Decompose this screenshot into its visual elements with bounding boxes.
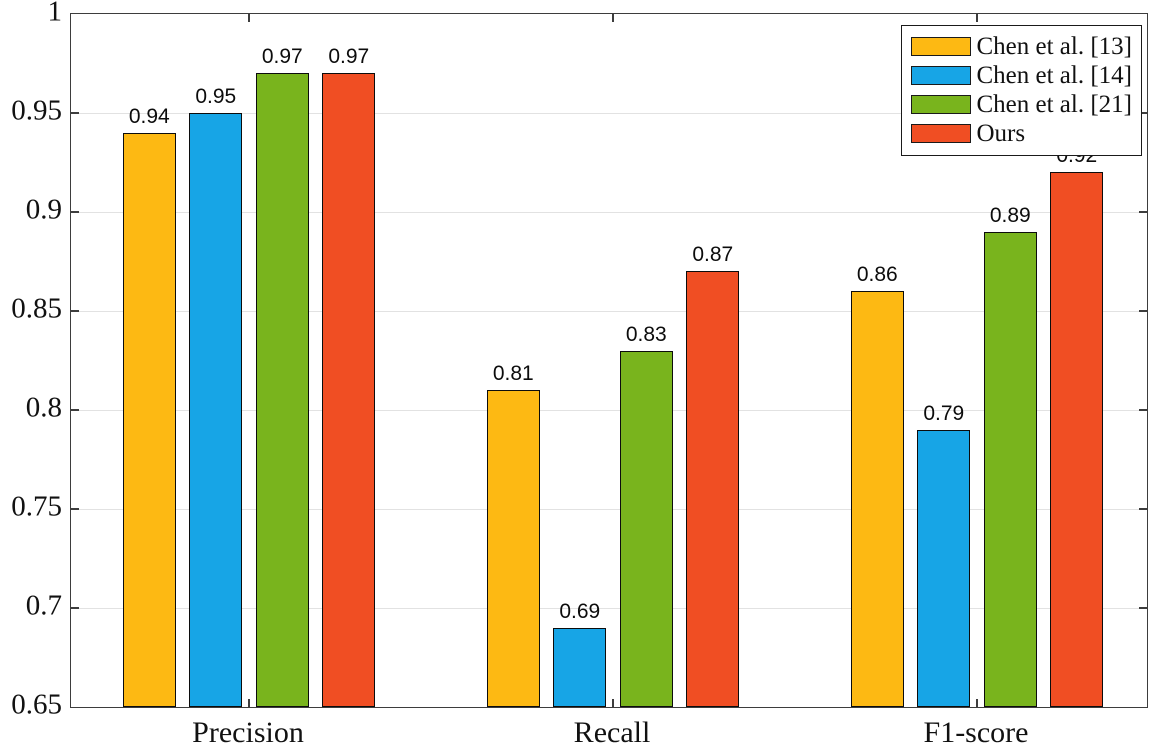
y-axis-tick-label: 1 — [47, 0, 63, 28]
bar-ours — [1050, 172, 1104, 707]
gridline — [71, 607, 1147, 609]
bar-chen-et-al-14- — [917, 429, 971, 707]
legend-swatch — [911, 95, 972, 114]
bar-chen-et-al-21- — [255, 73, 309, 707]
x-axis-tick-top — [612, 14, 614, 22]
legend-swatch — [911, 66, 972, 85]
bar-value-label: 0.94 — [128, 104, 170, 128]
x-axis-category-label: Recall — [573, 716, 651, 749]
bar-ours — [322, 73, 376, 707]
bar-value-label: 0.81 — [492, 362, 534, 386]
bar-chen-et-al-13- — [486, 390, 540, 707]
legend-swatch — [911, 124, 972, 143]
gridline — [71, 211, 1147, 213]
bar-value-label: 0.89 — [989, 203, 1031, 227]
x-axis-tick-top — [976, 14, 978, 22]
y-axis-tick-left — [71, 211, 79, 213]
y-axis-tick-left — [71, 508, 79, 510]
legend-item: Chen et al. [13] — [911, 32, 1132, 61]
y-axis-tick-right — [1139, 409, 1147, 411]
bar-ours — [686, 271, 740, 707]
y-axis-tick-label: 0.75 — [11, 490, 62, 523]
x-axis-category-label: Precision — [192, 716, 304, 749]
y-axis-tick-left — [71, 310, 79, 312]
y-axis-tick-label: 0.7 — [25, 589, 62, 622]
bar-value-label: 0.97 — [328, 45, 370, 69]
bar-chen-et-al-21- — [619, 350, 673, 707]
gridline — [71, 112, 1147, 114]
legend-label: Chen et al. [21] — [976, 91, 1132, 118]
x-axis-category-labels: Precision Recall F1-score — [70, 718, 1146, 753]
gridline — [71, 310, 1147, 312]
y-axis-tick-right — [1139, 607, 1147, 609]
x-axis-tick-bottom — [612, 699, 614, 707]
bar-chen-et-al-13- — [122, 132, 176, 707]
bar-chen-et-al-14- — [189, 113, 243, 707]
x-axis-tick-top — [248, 14, 250, 22]
legend-item: Ours — [911, 119, 1132, 148]
legend-item: Chen et al. [14] — [911, 61, 1132, 90]
bar-value-label: 0.83 — [625, 322, 667, 346]
bar-value-label: 0.95 — [195, 85, 237, 108]
legend-swatch — [911, 37, 972, 56]
y-axis-tick-label: 0.65 — [11, 688, 62, 721]
y-axis-tick-label: 0.9 — [25, 193, 62, 226]
bar-chen-et-al-14- — [553, 627, 607, 707]
legend-label: Ours — [976, 120, 1026, 147]
legend-label: Chen et al. [13] — [976, 33, 1132, 60]
y-axis-tick-right — [1139, 211, 1147, 213]
bar-value-label: 0.87 — [692, 243, 734, 267]
gridline — [71, 409, 1147, 411]
legend-label: Chen et al. [14] — [976, 62, 1132, 89]
bar-value-label: 0.97 — [261, 45, 303, 69]
plot-area: 0.94 0.81 0.86 0.95 0.69 0.79 0.97 0.83 0.89 0.97… — [70, 13, 1148, 708]
bar-chen-et-al-13- — [850, 291, 904, 707]
legend: Chen et al. [13] Chen et al. [14] Chen et … — [901, 25, 1142, 156]
y-axis-tick-left — [71, 112, 79, 114]
x-axis-category-label: F1-score — [923, 716, 1029, 749]
bar-chen-et-al-21- — [983, 231, 1037, 707]
y-axis-tick-right — [1139, 310, 1147, 312]
legend-item: Chen et al. [21] — [911, 90, 1132, 119]
y-axis-tick-labels: 0.65 0.7 0.75 0.8 0.85 0.9 0.95 1 — [0, 0, 62, 719]
y-axis-tick-left — [71, 409, 79, 411]
y-axis-tick-right — [1139, 508, 1147, 510]
y-axis-tick-label: 0.95 — [11, 94, 62, 127]
x-axis-tick-bottom — [976, 699, 978, 707]
bar-value-label: 0.79 — [923, 401, 965, 425]
x-axis-tick-bottom — [248, 699, 250, 707]
y-axis-tick-label: 0.85 — [11, 292, 62, 325]
bar-value-label: 0.69 — [559, 599, 601, 623]
bar-value-label: 0.86 — [856, 263, 898, 287]
gridline — [71, 508, 1147, 510]
y-axis-tick-label: 0.8 — [25, 391, 62, 424]
y-axis-tick-right — [1139, 112, 1147, 114]
y-axis-tick-left — [71, 607, 79, 609]
